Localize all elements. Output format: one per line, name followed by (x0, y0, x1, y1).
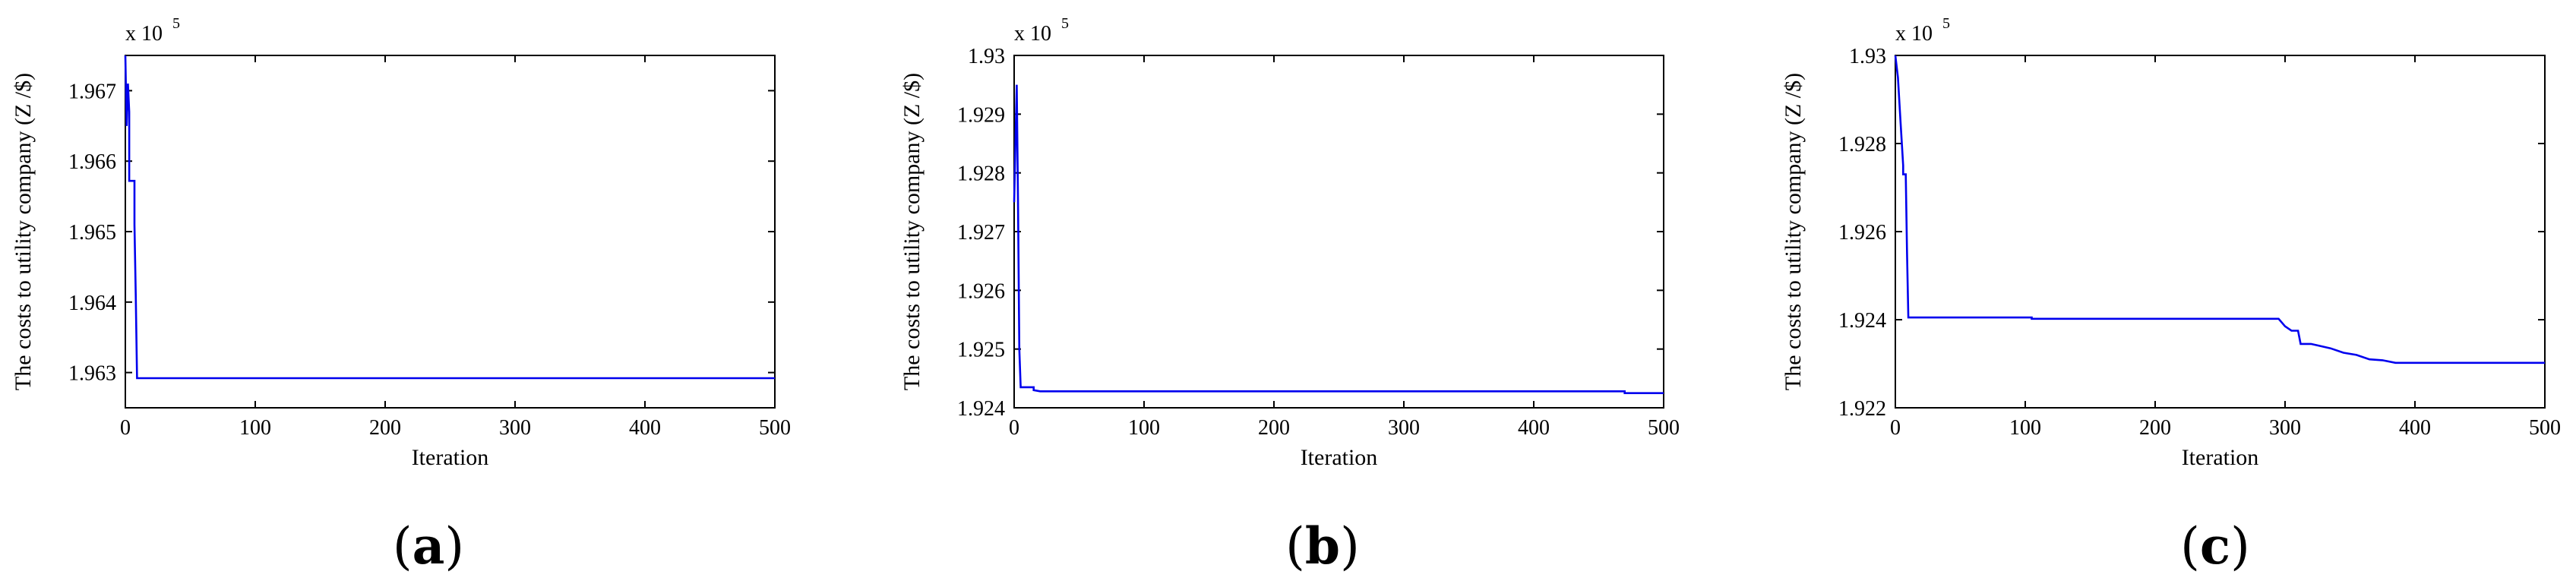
y-multiplier-exp-a: 5 (172, 15, 180, 32)
x-tick-label-c-4: 400 (2399, 416, 2431, 440)
plot-frame-a (125, 55, 776, 409)
y-tick-label-a-4: 1.967 (68, 80, 116, 103)
y-axis-label-c: The costs to utility company (Z /$) (1781, 73, 1806, 390)
caption-b: (b) (1209, 516, 1437, 576)
x-tick-label-c-5: 500 (2529, 416, 2561, 440)
y-multiplier-b: x 10 (1014, 22, 1051, 46)
chart-panel-b: 0 100 200 300 400 500 1.924 1.925 1.926 1.927 1.92… (899, 15, 1680, 470)
caption-a-open: ( (392, 517, 412, 576)
y-tick-label-c-0: 1.922 (1838, 397, 1886, 421)
y-tick-label-c-4: 1.93 (1849, 45, 1886, 68)
y-tick-label-c-2: 1.926 (1838, 221, 1886, 245)
caption-b-letter: b (1304, 516, 1341, 576)
y-tick-label-b-3: 1.927 (957, 221, 1005, 245)
x-axis-label-b: Iteration (1301, 445, 1378, 470)
chart-panel-c: 0 100 200 300 400 500 1.922 1.924 1.926 1.928 1.93… (1781, 15, 2561, 470)
caption-c-close: ) (2230, 517, 2250, 576)
caption-a-close: ) (444, 517, 465, 576)
series-line-c-0 (1894, 55, 2545, 365)
y-tick-label-b-0: 1.924 (957, 397, 1005, 421)
x-tick-label-b-0: 0 (1009, 416, 1019, 440)
caption-c: (c) (2101, 516, 2329, 576)
x-tick-label-a-2: 200 (369, 416, 401, 440)
chart-panel-a: 0 100 200 300 400 500 1.963 1.964 1.965 1.966 1.96… (11, 15, 791, 470)
y-tick-label-c-1: 1.924 (1838, 309, 1886, 333)
y-multiplier-exp-b: 5 (1061, 15, 1069, 32)
y-tick-label-a-1: 1.964 (68, 292, 116, 315)
y-axis-label-b: The costs to utility company (Z /$) (899, 73, 925, 390)
y-tick-label-b-6: 1.93 (968, 45, 1005, 68)
series-line-b-0 (1013, 84, 1664, 395)
y-multiplier-a: x 10 (125, 22, 163, 46)
x-tick-label-c-0: 0 (1890, 416, 1901, 440)
y-tick-label-c-3: 1.928 (1838, 133, 1886, 156)
y-tick-label-a-2: 1.965 (68, 221, 116, 245)
x-tick-label-a-4: 400 (629, 416, 661, 440)
y-tick-label-a-0: 1.963 (68, 362, 116, 386)
x-tick-label-b-1: 100 (1128, 416, 1160, 440)
x-tick-label-b-4: 400 (1518, 416, 1550, 440)
series-line-a-0 (124, 55, 775, 380)
caption-b-open: ( (1285, 517, 1305, 576)
x-tick-label-a-3: 300 (499, 416, 531, 440)
y-axis-label-a: The costs to utility company (Z /$) (11, 73, 36, 390)
plot-frame-c (1895, 55, 2546, 409)
y-tick-label-b-4: 1.928 (957, 163, 1005, 186)
y-tick-label-b-2: 1.926 (957, 279, 1005, 303)
caption-c-open: ( (2180, 517, 2200, 576)
x-tick-label-c-1: 100 (2009, 416, 2041, 440)
y-tick-label-b-5: 1.929 (957, 103, 1005, 127)
x-tick-label-c-3: 300 (2269, 416, 2301, 440)
x-tick-label-b-2: 200 (1258, 416, 1290, 440)
x-tick-label-a-0: 0 (120, 416, 131, 440)
caption-a-letter: a (412, 516, 445, 576)
x-axis-label-a: Iteration (412, 445, 489, 470)
y-tick-label-a-3: 1.966 (68, 150, 116, 174)
x-tick-label-c-2: 200 (2139, 416, 2171, 440)
y-multiplier-exp-c: 5 (1942, 15, 1950, 32)
caption-c-letter: c (2199, 516, 2231, 576)
x-axis-label-c: Iteration (2182, 445, 2259, 470)
x-tick-label-b-3: 300 (1388, 416, 1420, 440)
y-multiplier-c: x 10 (1895, 22, 1933, 46)
x-tick-label-a-5: 500 (759, 416, 791, 440)
plot-frame-b (1013, 55, 1664, 409)
x-tick-label-a-1: 100 (239, 416, 271, 440)
caption-a: (a) (314, 516, 542, 576)
y-tick-label-b-1: 1.925 (957, 339, 1005, 362)
caption-b-close: ) (1340, 517, 1360, 576)
x-tick-label-b-5: 500 (1648, 416, 1680, 440)
